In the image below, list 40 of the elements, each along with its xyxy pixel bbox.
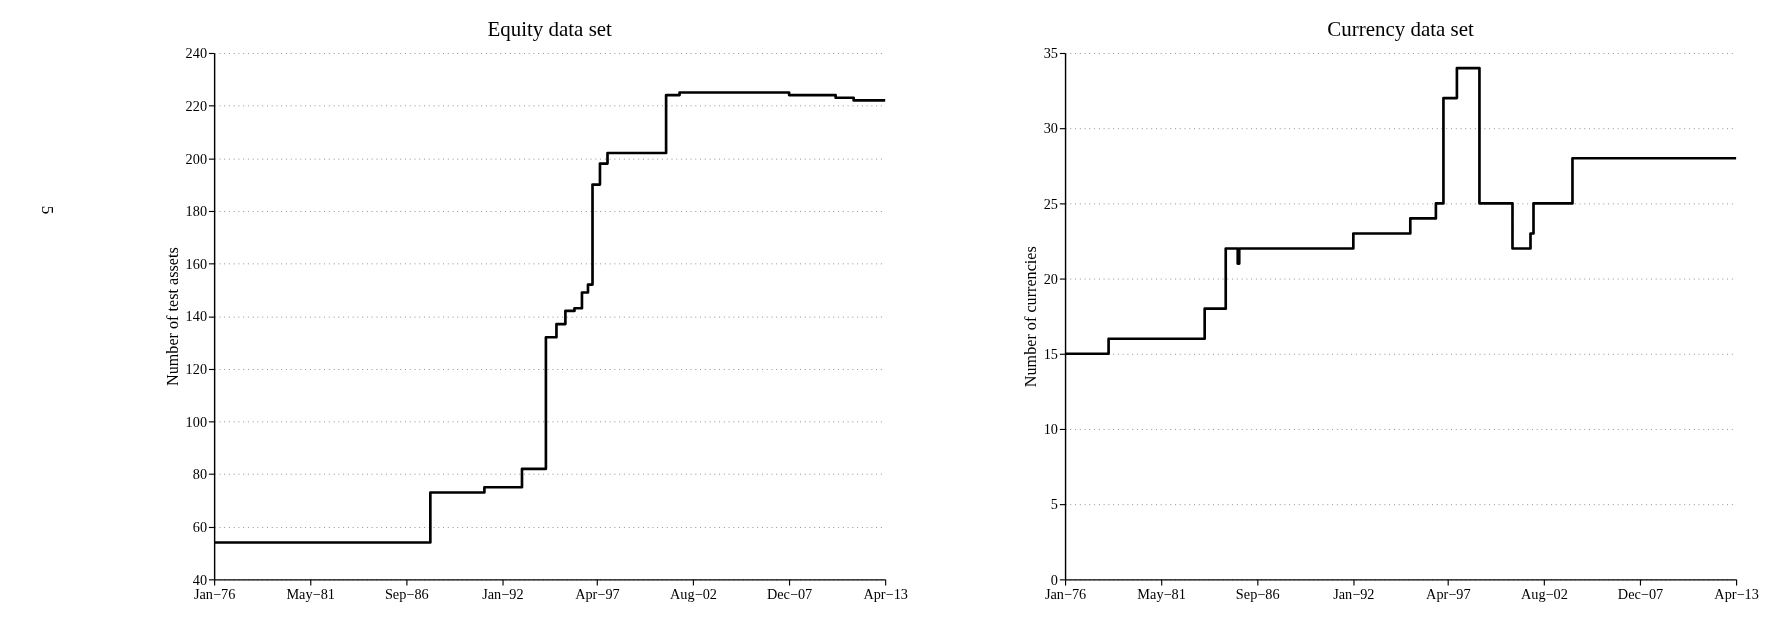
y-tick-label: 80	[192, 466, 208, 483]
x-tick-label: Apr−13	[1714, 585, 1759, 602]
x-tick-label: Jan−92	[1333, 585, 1375, 602]
x-tick-label: May−81	[1137, 585, 1186, 602]
y-tick-label: 220	[185, 97, 208, 114]
y-tick-label: 20	[1043, 270, 1058, 287]
x-tick-label: Apr−13	[863, 585, 908, 602]
text: 5	[37, 205, 57, 215]
y-tick-label: 240	[185, 45, 208, 62]
y-tick-label: 40	[192, 571, 208, 588]
x-tick-label: Sep−86	[384, 585, 429, 602]
y-axis-title: Number of test assets	[163, 247, 181, 387]
y-tick-label: 25	[1043, 195, 1058, 212]
y-tick-label: 120	[185, 361, 208, 378]
x-tick-label: May−81	[286, 585, 335, 602]
y-tick-label: 5	[1050, 496, 1058, 513]
y-tick-label: 60	[192, 518, 208, 535]
x-tick-label: Jan−76	[1044, 585, 1087, 602]
y-tick-label: 100	[185, 413, 208, 430]
y-tick-label: 160	[185, 255, 208, 272]
x-tick-label: Sep−86	[1235, 585, 1280, 602]
x-tick-label: Jan−76	[193, 585, 236, 602]
x-tick-label: Aug−02	[1520, 585, 1568, 602]
y-tick-label: 140	[185, 308, 208, 325]
y-tick-label: 0	[1050, 571, 1058, 588]
chart-title: Equity data set	[487, 16, 613, 41]
x-tick-label: Apr−97	[1426, 585, 1471, 602]
y-tick-label: 15	[1043, 346, 1058, 363]
y-tick-label: 10	[1043, 421, 1058, 438]
y-axis-title: Number of currencies	[1022, 246, 1040, 388]
x-tick-label: Aug−02	[670, 585, 717, 602]
x-tick-label: Jan−92	[482, 585, 524, 602]
y-tick-label: 30	[1043, 120, 1058, 137]
x-tick-label: Dec−07	[766, 585, 813, 602]
chart-title: Currency data set	[1327, 16, 1475, 41]
y-tick-label: 35	[1043, 45, 1058, 62]
y-tick-label: 180	[185, 203, 208, 220]
y-tick-label: 200	[185, 150, 208, 167]
x-tick-label: Dec−07	[1617, 585, 1664, 602]
x-tick-label: Apr−97	[575, 585, 620, 602]
